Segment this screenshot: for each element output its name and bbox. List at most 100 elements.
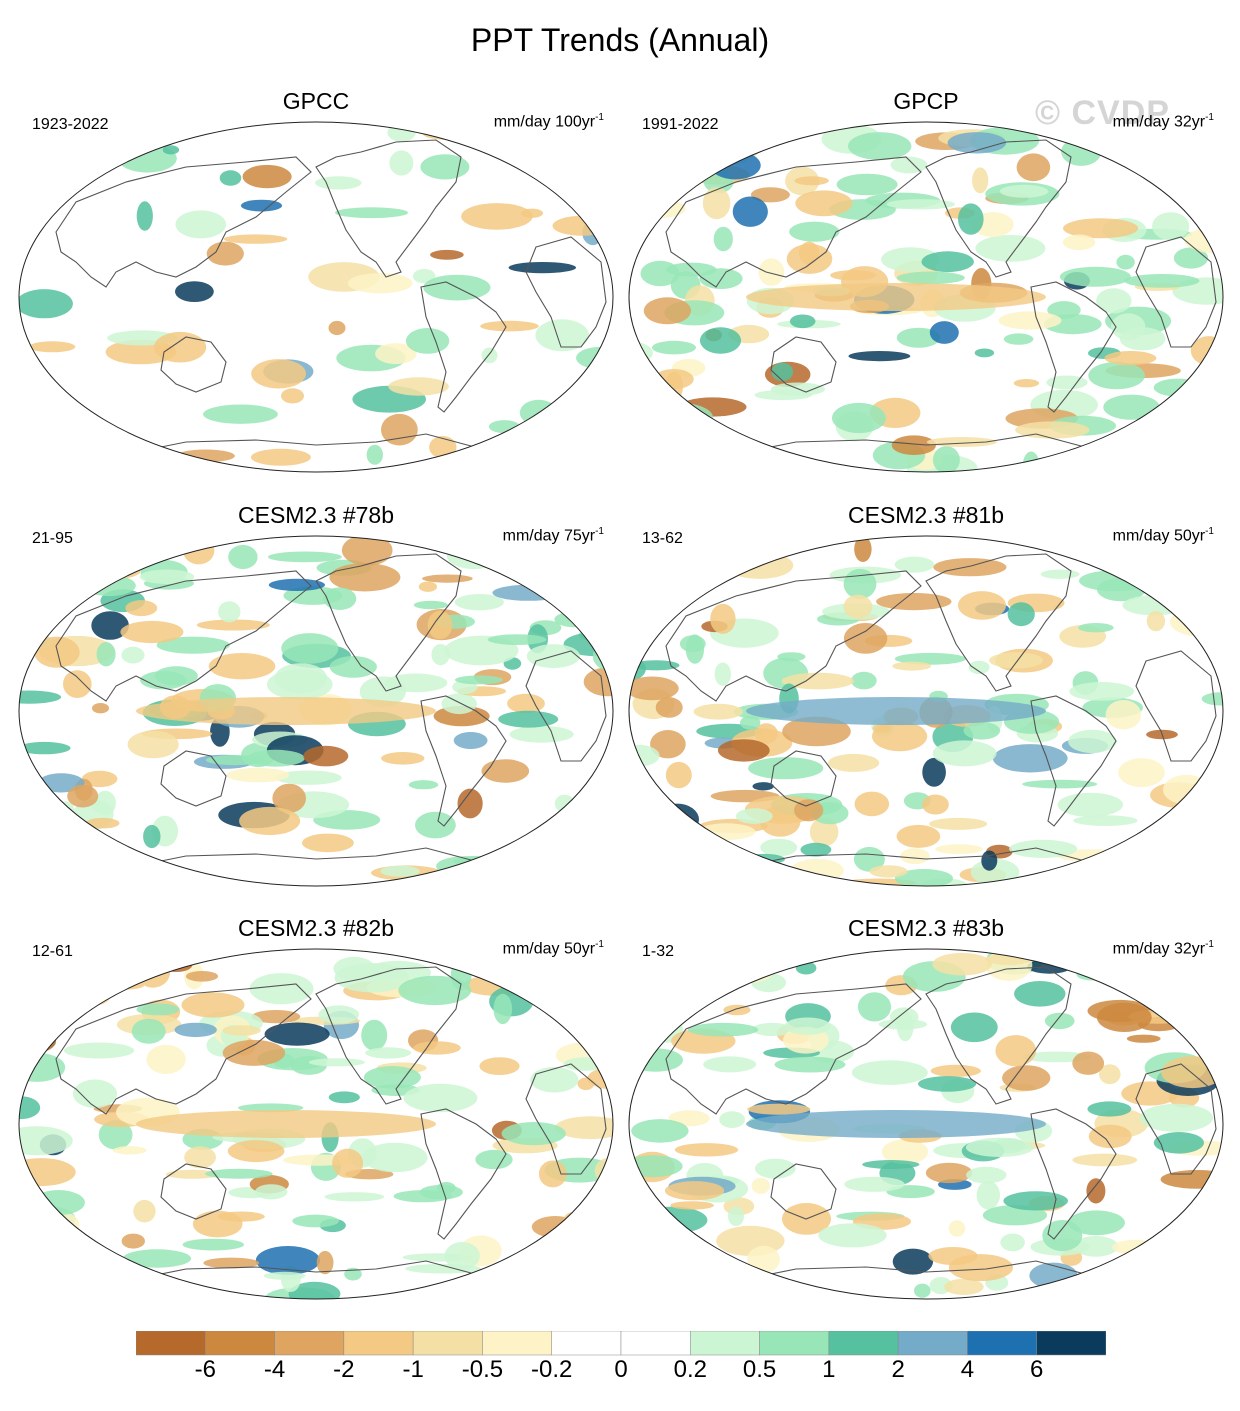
trend-patch	[143, 824, 161, 849]
trend-patch	[717, 739, 770, 762]
trend-patch	[862, 1160, 920, 1169]
trend-patch	[332, 1148, 364, 1178]
trend-patch	[328, 1091, 360, 1104]
trend-patch	[932, 740, 997, 767]
trend-patch	[758, 258, 785, 286]
trend-patch	[1172, 558, 1223, 591]
trend-patch	[976, 1180, 1000, 1210]
trend-patch	[154, 331, 207, 363]
trend-patch	[249, 973, 314, 1005]
trend-patch	[264, 1022, 330, 1046]
trend-patch	[125, 600, 158, 617]
trend-patch	[242, 164, 292, 189]
trend-patch	[335, 207, 408, 219]
trend-patch	[1204, 167, 1223, 187]
coastline-europe-asia	[55, 156, 312, 288]
trend-patch	[89, 563, 141, 579]
trend-patch	[1124, 274, 1200, 288]
trend-patch	[1187, 191, 1223, 208]
coastline-north-america	[925, 966, 1072, 1105]
trend-patch	[375, 343, 417, 365]
coastline-australia	[160, 750, 227, 807]
trend-patch	[205, 755, 265, 766]
trend-patch	[740, 715, 761, 730]
coastline-australia	[770, 336, 837, 393]
trend-patch	[854, 791, 890, 817]
trend-patch	[981, 850, 998, 871]
trend-patch	[365, 1047, 412, 1059]
trend-patch	[479, 1057, 520, 1075]
trend-patch	[251, 359, 306, 389]
trend-patch	[203, 404, 278, 424]
trend-patch	[34, 959, 69, 974]
trend-patch	[1153, 378, 1203, 397]
trend-patch	[1067, 1210, 1125, 1236]
coastline-north-america	[315, 966, 462, 1105]
trend-patch	[1153, 1132, 1204, 1154]
trend-patch	[19, 690, 62, 704]
trend-patch	[563, 1212, 583, 1229]
trend-patch	[509, 1258, 580, 1286]
trend-patch	[963, 721, 1001, 740]
trend-patch	[1116, 254, 1135, 270]
trend-patch	[501, 1122, 566, 1146]
coastline-europe-asia	[55, 983, 312, 1115]
coastline-australia	[160, 1163, 227, 1220]
trend-patch	[576, 1286, 613, 1299]
trend-patch	[223, 234, 288, 244]
trend-patch	[693, 703, 743, 720]
trend-patch	[380, 865, 420, 877]
trend-patch	[22, 824, 39, 849]
trend-patch	[857, 992, 892, 1022]
trend-patch	[629, 570, 650, 583]
colorbar-bin	[1036, 1331, 1106, 1356]
map-frame	[18, 535, 614, 887]
trend-patch	[31, 1280, 100, 1292]
trend-patch	[687, 1022, 759, 1037]
coastline-europe-asia	[55, 570, 312, 702]
colorbar-tick-label: -4	[263, 1356, 286, 1383]
trend-patch	[239, 806, 301, 836]
trend-patch	[679, 635, 706, 653]
panel-title: GPCC	[282, 88, 350, 114]
trend-patch	[1059, 266, 1131, 287]
trend-patch	[1067, 958, 1123, 971]
trend-patch	[457, 788, 483, 819]
trend-patch	[1126, 1034, 1161, 1043]
cvdp-watermark: © CVDP	[1035, 94, 1170, 132]
trend-patch	[363, 1066, 421, 1089]
trend-patch	[63, 1042, 135, 1059]
trend-patch	[381, 752, 425, 765]
trend-patch	[19, 1238, 69, 1248]
trend-patch	[535, 319, 589, 352]
trend-patch	[96, 642, 116, 667]
map-panel-gpcp: GPCP 1991-2022 mm/day 32yr-1	[626, 88, 1226, 478]
trend-patch	[384, 673, 448, 693]
trend-patch	[1099, 1064, 1121, 1085]
coastline-south-america	[420, 1108, 507, 1240]
trend-patch	[292, 1214, 339, 1228]
coastline-north-america	[315, 139, 462, 278]
trend-patch	[932, 952, 992, 976]
trend-patch	[480, 320, 539, 332]
trend-patch	[530, 1066, 579, 1093]
trend-patch	[1029, 1262, 1078, 1289]
trend-patch	[475, 1149, 513, 1170]
trend-patch	[227, 1140, 285, 1163]
trend-patch	[255, 1184, 288, 1200]
trend-patch	[732, 196, 768, 227]
colorbar-tick-label: 0.5	[742, 1356, 777, 1383]
panel-period: 1923-2022	[32, 116, 109, 133]
trend-patch	[1016, 153, 1051, 182]
trend-patch	[629, 858, 656, 875]
trend-patch	[1086, 1178, 1106, 1204]
trend-patch	[329, 563, 401, 592]
trend-patch	[629, 174, 688, 186]
trend-patch	[665, 761, 692, 789]
trend-patch	[732, 448, 761, 462]
coastline-antarctica	[745, 433, 1097, 453]
coastline-north-america	[925, 553, 1072, 692]
trend-patch	[659, 869, 722, 886]
map-frame	[628, 535, 1224, 887]
trend-patch	[1007, 602, 1035, 627]
